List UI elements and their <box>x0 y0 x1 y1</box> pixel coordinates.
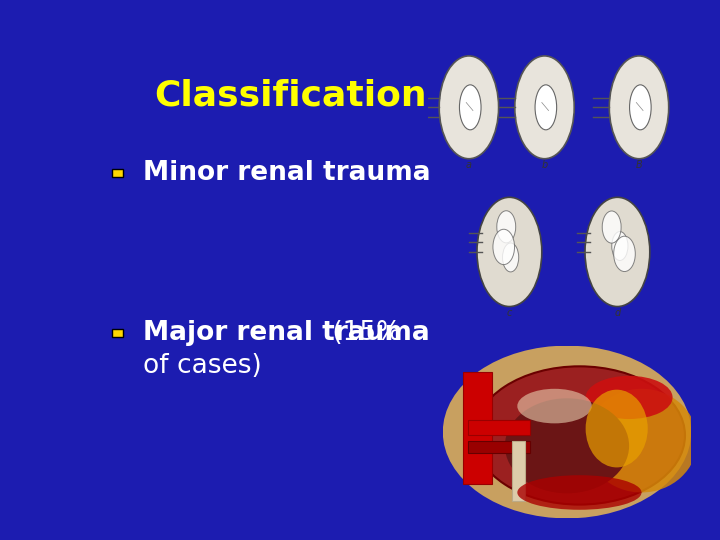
Text: c: c <box>507 308 512 318</box>
Ellipse shape <box>585 197 649 307</box>
Ellipse shape <box>611 227 627 256</box>
Text: Minor renal trauma: Minor renal trauma <box>143 160 431 186</box>
Text: Classification: Classification <box>155 79 427 113</box>
Ellipse shape <box>439 56 498 159</box>
Ellipse shape <box>459 85 481 130</box>
Text: Major renal trauma: Major renal trauma <box>143 320 430 346</box>
Text: (15%: (15% <box>324 320 402 346</box>
Ellipse shape <box>535 85 557 130</box>
Ellipse shape <box>500 238 516 267</box>
Ellipse shape <box>611 232 633 267</box>
Text: a: a <box>466 160 472 171</box>
Ellipse shape <box>585 376 672 419</box>
Ellipse shape <box>603 221 622 253</box>
Text: of cases): of cases) <box>143 353 262 379</box>
Bar <box>468 420 530 435</box>
Ellipse shape <box>585 389 698 492</box>
FancyBboxPatch shape <box>112 168 124 177</box>
Ellipse shape <box>585 390 648 468</box>
Text: b: b <box>541 160 548 171</box>
Ellipse shape <box>515 56 575 159</box>
Bar <box>463 372 492 484</box>
Ellipse shape <box>477 197 541 307</box>
Ellipse shape <box>495 226 514 258</box>
Ellipse shape <box>609 56 669 159</box>
Ellipse shape <box>505 399 629 494</box>
Ellipse shape <box>517 389 592 423</box>
Ellipse shape <box>474 366 685 504</box>
Ellipse shape <box>517 475 642 510</box>
Ellipse shape <box>629 85 651 130</box>
FancyBboxPatch shape <box>112 329 124 337</box>
Bar <box>513 441 525 501</box>
Bar <box>468 441 530 453</box>
Ellipse shape <box>495 211 516 247</box>
Text: B: B <box>636 160 642 171</box>
Text: d: d <box>614 308 621 318</box>
Ellipse shape <box>443 346 691 518</box>
